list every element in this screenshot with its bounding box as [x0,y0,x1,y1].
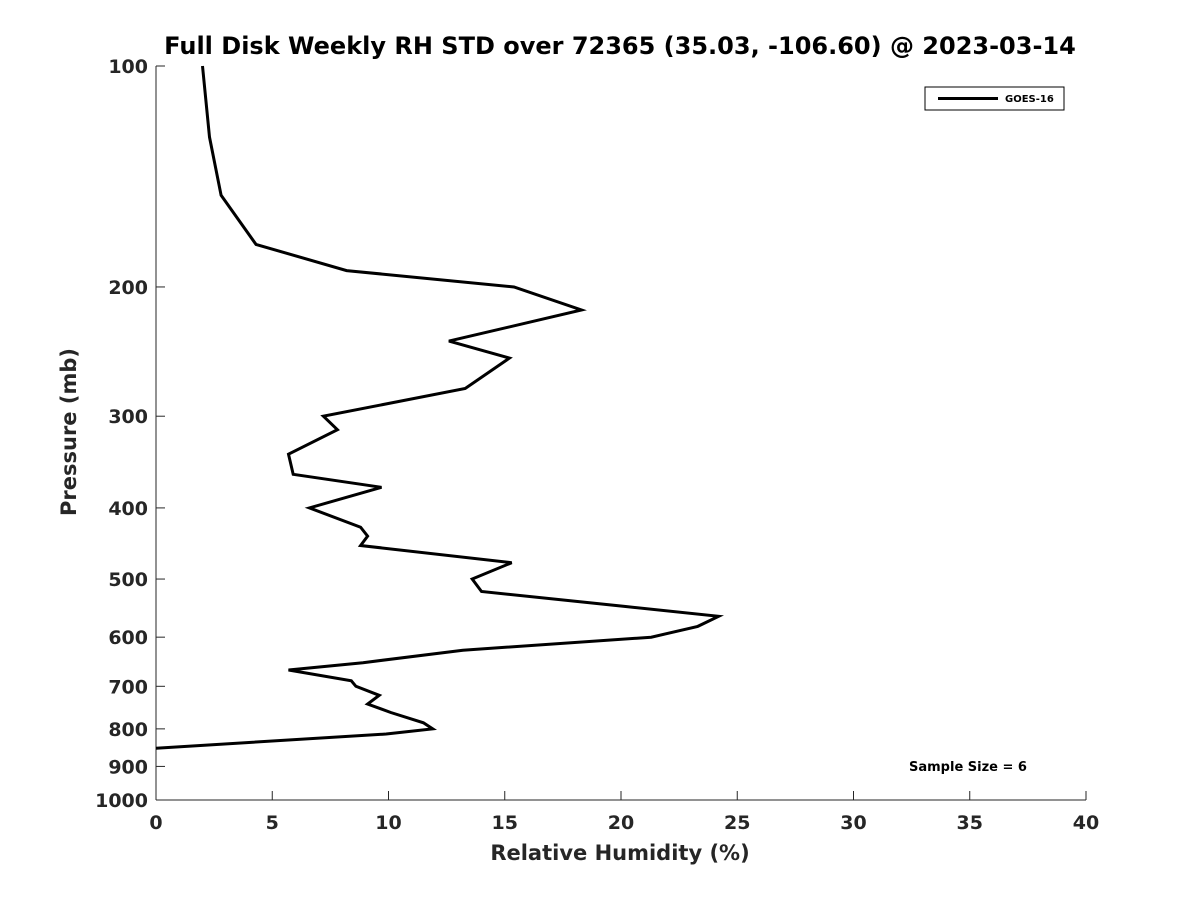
y-tick-label: 100 [108,56,148,78]
x-tick-label: 30 [840,812,866,834]
y-tick-label: 200 [108,277,148,299]
y-tick-label: 400 [108,498,148,520]
x-tick-label: 20 [608,812,634,834]
x-tick-label: 40 [1073,812,1099,834]
plot-lines [155,65,724,750]
x-tick-label: 25 [724,812,750,834]
y-tick-label: 300 [108,406,148,428]
y-tick-label: 500 [108,569,148,591]
x-tick-label: 10 [375,812,401,834]
y-tick-label: 600 [108,627,148,649]
legend-label-goes-16: GOES-16 [1005,94,1054,105]
series-line-goes-16 [155,65,724,750]
chart-title: Full Disk Weekly RH STD over 72365 (35.0… [164,32,1076,60]
x-axis-label: Relative Humidity (%) [490,841,749,865]
x-tick-label: 5 [266,812,279,834]
y-tick-label: 900 [108,756,148,778]
y-tick-label: 800 [108,719,148,741]
x-tick-label: 0 [149,812,162,834]
y-tick-label: 1000 [95,790,148,812]
axes: 0 5 10 15 20 25 30 35 40 100 200 300 400 500 600 700 800… [95,56,1099,834]
x-tick-label: 35 [957,812,983,834]
sample-size-annotation: Sample Size = 6 [909,760,1027,775]
legend: GOES-16 [924,86,1065,111]
x-tick-label: 15 [492,812,518,834]
y-tick-label: 700 [108,676,148,698]
y-axis-label: Pressure (mb) [57,348,81,516]
